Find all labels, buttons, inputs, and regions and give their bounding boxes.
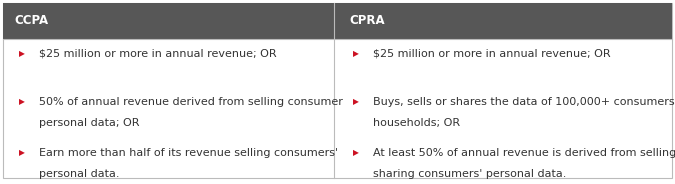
Text: $25 million or more in annual revenue; OR: $25 million or more in annual revenue; O… <box>39 49 277 59</box>
Text: sharing consumers' personal data.: sharing consumers' personal data. <box>373 169 566 179</box>
Text: households; OR: households; OR <box>373 118 460 128</box>
Text: At least 50% of annual revenue is derived from selling or: At least 50% of annual revenue is derive… <box>373 148 675 158</box>
Text: $25 million or more in annual revenue; OR: $25 million or more in annual revenue; O… <box>373 49 611 59</box>
Text: ▶: ▶ <box>353 148 359 157</box>
Text: Buys, sells or shares the data of 100,000+ consumers or: Buys, sells or shares the data of 100,00… <box>373 97 675 107</box>
Text: ▶: ▶ <box>19 148 25 157</box>
Text: ▶: ▶ <box>19 97 25 106</box>
Text: CPRA: CPRA <box>349 14 385 27</box>
Text: Earn more than half of its revenue selling consumers': Earn more than half of its revenue selli… <box>39 148 338 158</box>
Text: personal data; OR: personal data; OR <box>39 118 140 128</box>
Text: 50% of annual revenue derived from selling consumer: 50% of annual revenue derived from selli… <box>39 97 343 107</box>
Text: ▶: ▶ <box>353 49 359 58</box>
Text: ▶: ▶ <box>19 49 25 58</box>
Text: ▶: ▶ <box>353 97 359 106</box>
Text: CCPA: CCPA <box>15 14 49 27</box>
Bar <box>3 3 672 39</box>
Text: personal data.: personal data. <box>39 169 119 179</box>
